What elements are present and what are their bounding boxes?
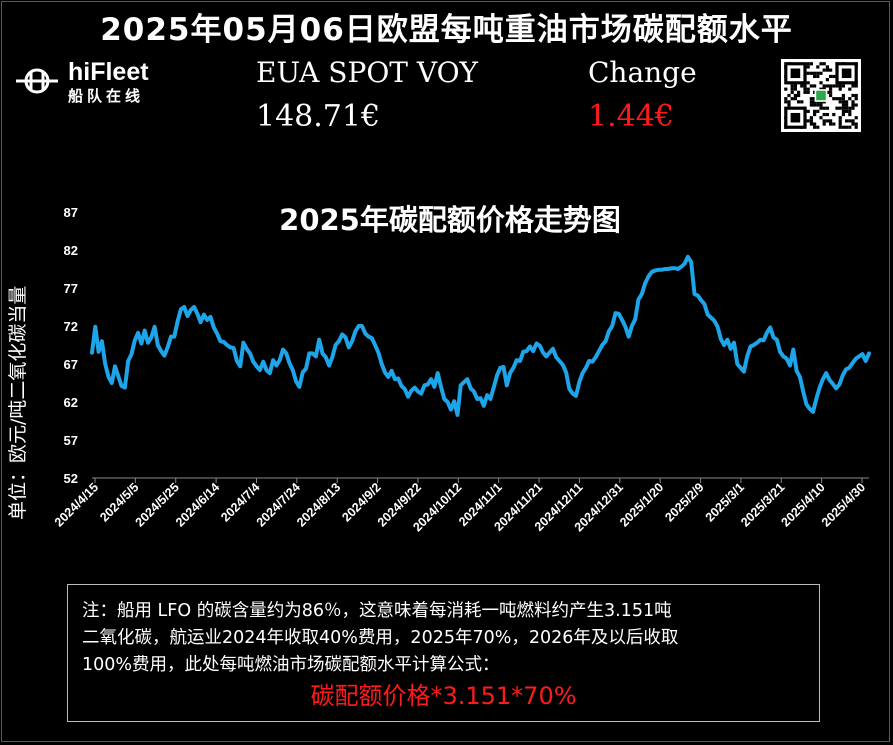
change-value: 1.44€ [588, 99, 674, 134]
y-tick-label: 67 [64, 357, 78, 372]
qr-code [781, 59, 861, 132]
y-tick-label: 62 [64, 395, 78, 410]
y-tick-label: 87 [64, 205, 78, 220]
hifleet-logo-icon [16, 68, 58, 94]
note-line-2: 二氧化碳，航运业2024年收取40%费用，2025年70%，2026年及以后收取 [82, 628, 679, 648]
series-line [90, 254, 871, 417]
price-trend-chart: 87 82 77 72 67 62 57 52 2024/4/152024/5/52024/5… [52, 205, 871, 534]
page-title: 2025年05月06日欧盟每吨重油市场碳配额水平 [100, 12, 793, 48]
note-formula: 碳配额价格*3.151*70% [310, 682, 577, 710]
x-tick-label: 2025/2/9 [662, 480, 706, 524]
change-label: Change [588, 56, 697, 89]
y-tick-label: 52 [64, 471, 78, 486]
y-tick-label: 72 [64, 319, 78, 334]
chart-title: 2025年碳配额价格走势图 [279, 203, 621, 237]
logo-subtitle: 船队在线 [68, 87, 145, 105]
logo-name: hiFleet [68, 58, 149, 86]
x-tick-label: 2024/6/14 [173, 480, 222, 529]
x-tick-label: 2025/4/30 [819, 480, 868, 529]
y-tick-label: 77 [64, 281, 78, 296]
spot-label: EUA SPOT VOY [256, 56, 479, 89]
x-tick-label: 2024/8/13 [294, 480, 343, 529]
y-tick-label: 82 [64, 243, 78, 258]
x-tick-label: 2024/4/15 [52, 480, 101, 529]
y-tick-label: 57 [64, 433, 78, 448]
x-axis-ticks: 2024/4/152024/5/52024/5/252024/6/142024/… [52, 478, 868, 534]
x-tick-label: 2025/1/20 [617, 480, 666, 529]
note-line-3: 100%费用，此处每吨燃油市场碳配额水平计算公式： [82, 655, 500, 675]
y-axis-ticks: 87 82 77 72 67 62 57 52 [64, 205, 78, 486]
note-box: 注：船用 LFO 的碳含量约为86％，这意味着每消耗一吨燃料约产生3.151吨 … [67, 584, 820, 722]
spot-value: 148.71€ [256, 99, 381, 134]
note-line-1: 注：船用 LFO 的碳含量约为86％，这意味着每消耗一吨燃料约产生3.151吨 [82, 601, 672, 621]
hifleet-logo: hiFleet 船队在线 [16, 58, 166, 105]
